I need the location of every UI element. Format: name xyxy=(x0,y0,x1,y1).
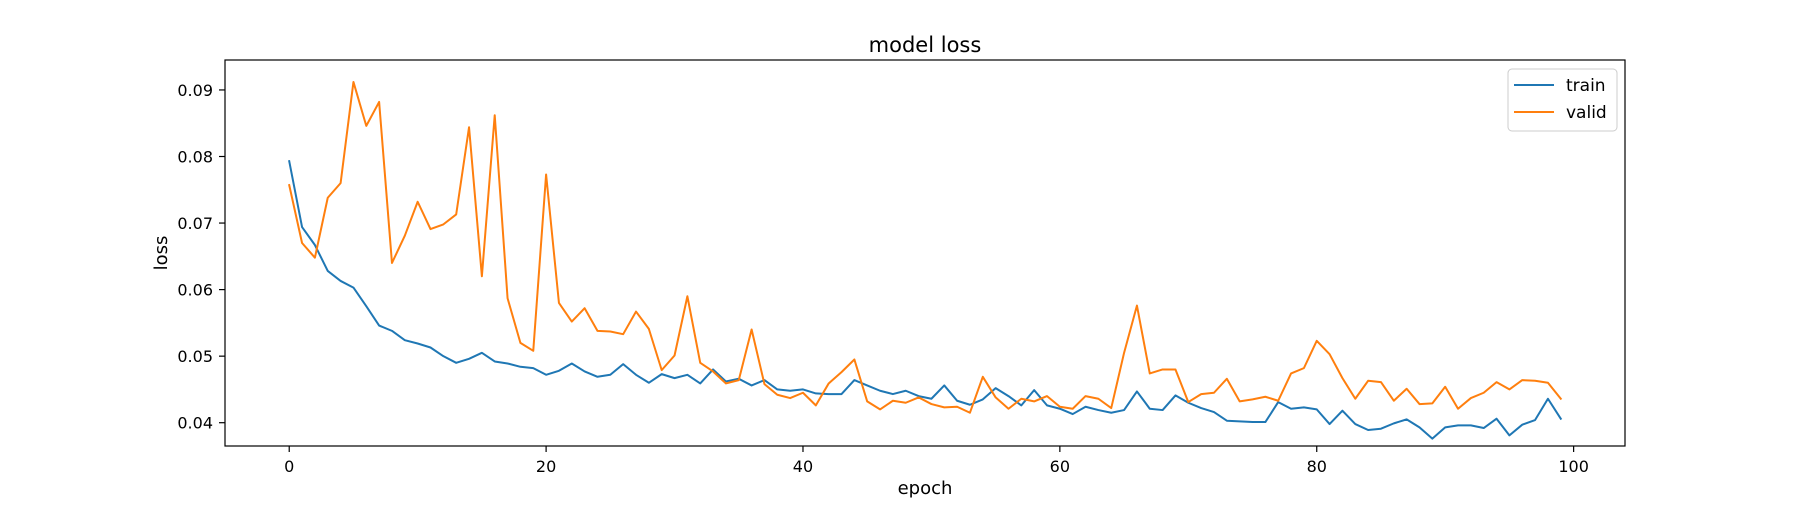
y-tick-label: 0.05 xyxy=(177,347,213,366)
y-tick-label: 0.08 xyxy=(177,148,213,167)
y-tick-label: 0.09 xyxy=(177,81,213,100)
series-line-valid xyxy=(288,80,1563,414)
chart-title: model loss xyxy=(869,33,982,57)
series-line-train xyxy=(288,159,1563,440)
x-tick-label: 60 xyxy=(1050,457,1070,476)
x-axis-label: epoch xyxy=(898,478,953,499)
x-axis: 0 20 40 60 80 100 xyxy=(284,446,1589,476)
y-tick-label: 0.07 xyxy=(177,214,213,233)
y-axis-label: loss xyxy=(151,236,172,271)
legend-valid-label: valid xyxy=(1566,103,1607,123)
plot-frame xyxy=(224,59,1626,447)
series-layer xyxy=(288,80,1563,440)
y-axis: 0.04 0.05 0.06 0.07 0.08 0.09 xyxy=(177,81,225,433)
legend-train-label: train xyxy=(1566,76,1606,96)
x-tick-label: 100 xyxy=(1558,457,1589,476)
x-tick-label: 0 xyxy=(284,457,294,476)
legend: train valid xyxy=(1507,68,1618,132)
x-tick-label: 80 xyxy=(1307,457,1327,476)
y-tick-label: 0.06 xyxy=(177,281,213,300)
x-tick-label: 20 xyxy=(536,457,556,476)
y-tick-label: 0.04 xyxy=(177,414,213,433)
x-tick-label: 40 xyxy=(793,457,813,476)
